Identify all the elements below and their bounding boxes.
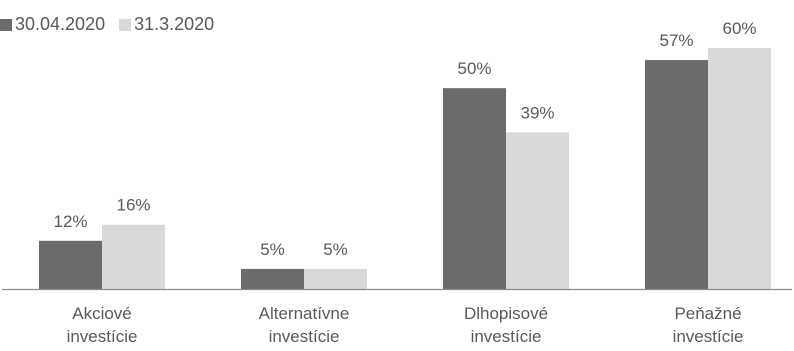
bar-series-2-cat-1 bbox=[102, 224, 165, 289]
legend-label-series-2: 31.3.2020 bbox=[134, 14, 215, 34]
legend-item-series-1: 30.04.2020 bbox=[0, 14, 105, 35]
data-label-series-1-cat-3: 50% bbox=[457, 59, 491, 78]
bar-series-2-cat-2 bbox=[304, 268, 367, 289]
data-label-series-1-cat-4: 57% bbox=[659, 31, 693, 50]
bar-series-1-cat-4 bbox=[645, 60, 708, 289]
data-label-series-2-cat-4: 60% bbox=[722, 19, 756, 38]
data-label-series-1-cat-1: 12% bbox=[53, 212, 87, 231]
data-label-series-2-cat-1: 16% bbox=[116, 196, 150, 215]
bar-series-1-cat-1 bbox=[39, 240, 102, 289]
x-tick-label-1: Akciové investície bbox=[67, 304, 138, 346]
data-label-series-2-cat-2: 5% bbox=[323, 240, 348, 259]
legend-swatch-series-2 bbox=[119, 18, 132, 31]
legend-swatch-series-1 bbox=[0, 18, 12, 31]
legend-item-series-2: 31.3.2020 bbox=[119, 14, 214, 35]
bar-series-2-cat-3 bbox=[506, 132, 569, 289]
legend-label-series-1: 30.04.2020 bbox=[15, 14, 106, 34]
chart-legend: 30.04.2020 31.3.2020 bbox=[0, 14, 228, 35]
data-label-series-1-cat-2: 5% bbox=[260, 240, 285, 259]
bar-series-1-cat-3 bbox=[443, 88, 506, 290]
x-tick-label-3: Dlhopisové investície bbox=[464, 304, 548, 346]
x-tick-label-2: Alternatívne investície bbox=[259, 304, 350, 346]
bar-series-1-cat-2 bbox=[241, 268, 304, 289]
x-tick-label-4: Peňažné investície bbox=[673, 304, 744, 346]
data-label-series-2-cat-3: 39% bbox=[520, 103, 554, 122]
bar-series-2-cat-4 bbox=[708, 48, 771, 289]
